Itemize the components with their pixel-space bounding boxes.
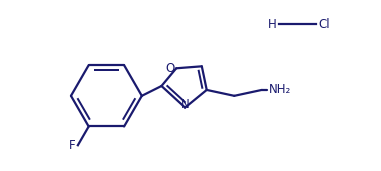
Text: O: O — [165, 62, 174, 75]
Text: F: F — [69, 139, 76, 152]
Text: N: N — [181, 98, 189, 111]
Text: Cl: Cl — [318, 17, 330, 30]
Text: NH₂: NH₂ — [269, 83, 291, 96]
Text: H: H — [268, 17, 277, 30]
